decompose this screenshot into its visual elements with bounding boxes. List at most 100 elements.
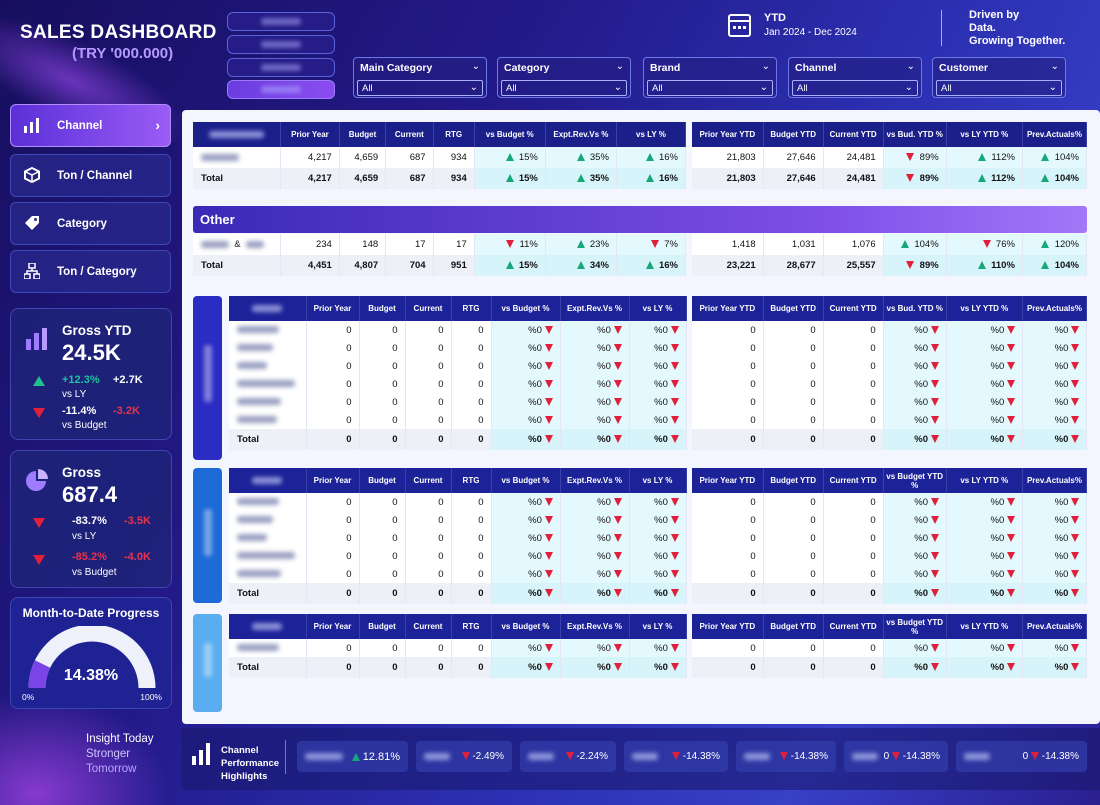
pct-cell: %0	[491, 547, 561, 565]
pct-cell: %0	[491, 565, 561, 583]
zero-table-current-2: Prior Year Budget Current RTG vs Budget % Exp…	[229, 468, 687, 604]
table-row: 0 0 0 %0 %0 %0	[692, 411, 1088, 429]
highlight-item[interactable]: -14.38%	[624, 741, 728, 772]
highlight-item[interactable]: -2.24%	[520, 741, 616, 772]
section-label-2	[193, 468, 222, 603]
down-arrow-icon	[1006, 515, 1015, 524]
filter-select[interactable]: All ⌄	[501, 80, 627, 96]
down-arrow-icon	[613, 551, 622, 560]
down-arrow-icon	[1071, 643, 1079, 652]
pct-cell: %0	[1022, 321, 1088, 339]
bookmark-button-4[interactable]	[227, 80, 335, 99]
down-arrow-icon	[670, 663, 679, 672]
down-arrow-icon	[930, 415, 939, 424]
down-arrow-icon	[613, 415, 622, 424]
down-arrow-icon	[613, 663, 622, 672]
column-header: vs Budget %	[491, 468, 561, 493]
down-arrow-icon	[1071, 397, 1079, 406]
pct-cell: 7%	[616, 234, 687, 255]
box-icon	[23, 166, 41, 185]
vs-budget-abs: -3.2K	[113, 405, 140, 417]
vs-budget-label: vs Budget	[72, 567, 117, 578]
other-table-current: & 234 148 17 17 11% 23% 7% Total 4,451 4,807 70…	[193, 234, 687, 276]
vs-budget-abs: -4.0K	[124, 551, 151, 563]
pct-cell: %0	[560, 529, 630, 547]
down-arrow-icon	[930, 663, 939, 672]
filter-brand[interactable]: Brand ⌄ All ⌄	[643, 57, 777, 98]
highlight-item[interactable]: -14.38%	[736, 741, 836, 772]
pct-cell: %0	[629, 321, 687, 339]
up-arrow-icon	[901, 240, 910, 249]
column-header: vs LY YTD %	[946, 296, 1023, 321]
pct-cell: %0	[629, 529, 687, 547]
bookmark-button-2[interactable]	[227, 35, 335, 54]
down-arrow-icon	[544, 551, 553, 560]
nav-item-ton-category[interactable]: Ton / Category	[10, 250, 171, 293]
nav-item-channel[interactable]: Channel ›	[10, 104, 171, 147]
pct-cell: %0	[1022, 411, 1088, 429]
column-header: vs LY YTD %	[946, 614, 1023, 639]
filter-customer[interactable]: Customer ⌄ All ⌄	[932, 57, 1066, 98]
highlight-item[interactable]: 0 -14.38%	[844, 741, 948, 772]
pct-cell: 89%	[883, 168, 947, 189]
up-arrow-icon	[1041, 153, 1050, 162]
bookmark-button-3[interactable]	[227, 58, 335, 77]
pct-cell: %0	[1022, 339, 1088, 357]
mtd-max: 100%	[140, 692, 162, 702]
down-arrow-icon	[544, 325, 553, 334]
filter-channel[interactable]: Channel ⌄ All ⌄	[788, 57, 922, 98]
filter-category[interactable]: Category ⌄ All ⌄	[497, 57, 631, 98]
pct-cell: %0	[629, 357, 687, 375]
table-row: 0 0 0 0 %0 %0 %0	[229, 529, 687, 547]
filter-label: Brand	[650, 62, 681, 74]
pct-cell: %0	[946, 357, 1023, 375]
column-header: vs Budget %	[491, 614, 561, 639]
pct-cell: 104%	[1022, 147, 1088, 168]
down-arrow-icon	[1071, 663, 1079, 672]
nav-item-label: Ton / Channel	[57, 170, 133, 182]
filter-main-category[interactable]: Main Category ⌄ All ⌄	[353, 57, 487, 98]
down-arrow-icon	[544, 379, 553, 388]
pct-cell: 15%	[474, 255, 546, 276]
down-arrow-icon	[982, 240, 991, 249]
table-row: 0 0 0 0 %0 %0 %0	[229, 639, 687, 657]
pct-cell: %0	[883, 511, 947, 529]
down-arrow-icon	[544, 533, 553, 542]
bookmark-button-1[interactable]	[227, 12, 335, 31]
pct-cell: %0	[560, 565, 630, 583]
filter-select[interactable]: All ⌄	[792, 80, 918, 96]
down-arrow-icon	[1006, 397, 1015, 406]
card-title: Gross	[62, 465, 102, 480]
column-header: Budget	[359, 296, 406, 321]
pct-cell: %0	[491, 411, 561, 429]
column-header: Current	[405, 468, 452, 493]
down-arrow-icon	[1006, 415, 1015, 424]
pct-cell: %0	[491, 393, 561, 411]
filter-select[interactable]: All ⌄	[936, 80, 1062, 96]
highlight-item[interactable]: 12.81%	[297, 741, 408, 772]
total-row: 0 0 0 %0 %0 %0	[692, 429, 1088, 450]
zero-table-ytd-3: Prior Year YTD Budget YTD Current YTD vs Bu…	[692, 614, 1088, 678]
pct-cell: %0	[1022, 493, 1088, 511]
down-arrow-icon	[930, 569, 939, 578]
filter-label: Customer	[939, 62, 989, 74]
chevron-down-icon: ⌄	[471, 61, 480, 72]
up-arrow-icon	[1041, 240, 1050, 249]
period-label: YTD	[764, 12, 786, 24]
highlight-item[interactable]: -2.49%	[416, 741, 512, 772]
nav-item-category[interactable]: Category	[10, 202, 171, 245]
up-arrow-icon	[645, 153, 654, 162]
other-section-header: Other	[193, 206, 1087, 233]
filter-select[interactable]: All ⌄	[647, 80, 773, 96]
period-range: Jan 2024 - Dec 2024	[764, 27, 857, 38]
filter-select[interactable]: All ⌄	[357, 80, 483, 96]
down-arrow-icon	[1006, 589, 1015, 598]
pct-cell: %0	[491, 357, 561, 375]
pct-cell: 16%	[616, 147, 687, 168]
column-header: Prev.Actuals%	[1022, 122, 1088, 147]
pct-cell: 15%	[474, 147, 546, 168]
highlight-item[interactable]: 0 -14.38%	[956, 741, 1087, 772]
table-row: 0 0 0 %0 %0 %0	[692, 321, 1088, 339]
nav-item-ton-channel[interactable]: Ton / Channel	[10, 154, 171, 197]
pct-cell: %0	[491, 375, 561, 393]
